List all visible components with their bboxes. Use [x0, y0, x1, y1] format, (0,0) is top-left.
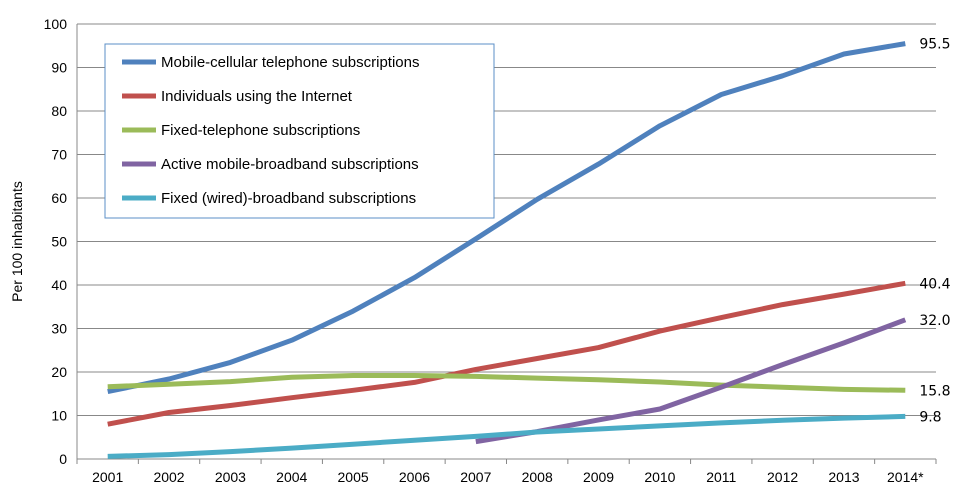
x-tick-label: 2008 — [522, 469, 553, 485]
x-tick-label: 2009 — [583, 469, 614, 485]
legend-box — [104, 43, 495, 219]
legend-entry-label: Individuals using the Internet — [161, 88, 353, 105]
y-tick-label: 20 — [51, 364, 67, 380]
end-value-label: 32.0 — [919, 313, 950, 329]
legend-entry-label: Active mobile-broadband subscriptions — [161, 156, 419, 173]
x-tick-label: 2004 — [276, 469, 307, 485]
x-tick-label: 2005 — [338, 469, 369, 485]
legend: Mobile-cellular telephone subscriptions I… — [104, 43, 495, 219]
y-tick-label: 100 — [44, 16, 68, 32]
y-tick-label: 70 — [51, 147, 67, 163]
series-line — [107, 41, 906, 395]
x-tick-label: 2002 — [153, 469, 184, 485]
legend-entry-label: Fixed-telephone subscriptions — [161, 122, 360, 139]
x-tick-label: 2012 — [767, 469, 798, 485]
series-line — [107, 373, 906, 393]
x-tick-label: 2003 — [215, 469, 246, 485]
x-tick-label: 2001 — [92, 469, 123, 485]
end-value-label: 15.8 — [919, 383, 950, 399]
legend-entry-label: Fixed (wired)-broadband subscriptions — [161, 190, 416, 207]
x-tick-label: 2011 — [706, 469, 736, 485]
end-value-labels: 95.5 40.4 15.8 32.0 9.8 — [919, 37, 950, 426]
end-value-label: 9.8 — [919, 409, 941, 425]
axes — [76, 24, 937, 464]
y-axis-ticks: 0 10 20 30 40 50 60 70 80 90 100 — [44, 16, 68, 467]
y-tick-label: 60 — [51, 190, 67, 206]
x-tick-label: 2007 — [460, 469, 491, 485]
x-tick-label: 2010 — [644, 469, 675, 485]
legend-entry-label: Mobile-cellular telephone subscriptions — [161, 54, 419, 71]
y-tick-label: 50 — [51, 234, 67, 250]
series-line — [107, 413, 906, 459]
x-tick-label: 2006 — [399, 469, 430, 485]
y-tick-label: 90 — [51, 60, 67, 76]
x-axis-ticks: 2001 2002 2003 2004 2005 2006 2007 2008 2009 2010… — [92, 469, 924, 485]
y-axis-label: Per 100 inhabitants — [9, 181, 25, 302]
y-tick-label: 30 — [51, 321, 67, 337]
end-value-label: 95.5 — [919, 37, 950, 53]
x-tick-label: 2013 — [828, 469, 859, 485]
series-line — [107, 280, 906, 427]
y-tick-label: 40 — [51, 277, 67, 293]
x-tick-label: 2014* — [887, 469, 924, 485]
y-tick-label: 0 — [59, 451, 67, 467]
series-lines — [107, 41, 907, 459]
y-tick-label: 10 — [51, 408, 67, 424]
y-tick-label: 80 — [51, 103, 67, 119]
end-value-label: 40.4 — [919, 276, 950, 292]
